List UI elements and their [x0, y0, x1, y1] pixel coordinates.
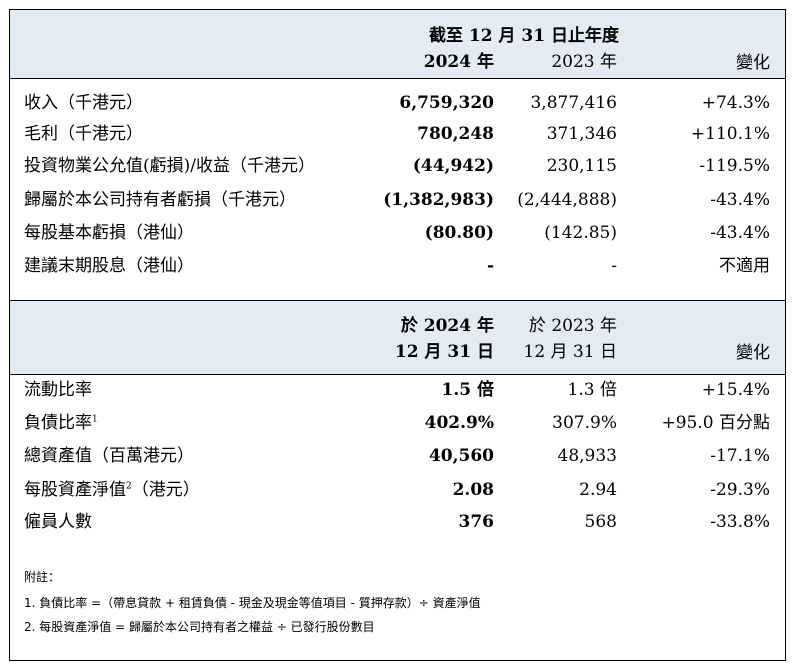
row-label: 毛利（千港元）: [24, 124, 143, 144]
row-label: 每股基本虧損（港仙）: [24, 223, 194, 243]
row-change-value: -33.8%: [710, 512, 770, 532]
footnote-marker: 2: [126, 481, 132, 492]
row-label-text: 負債比率: [24, 413, 92, 433]
section2-col-prior-line2: 12 月 31 日: [523, 342, 617, 362]
row-change-value: -29.3%: [710, 480, 770, 500]
row-label-text: 僱員人數: [24, 512, 92, 532]
row-prior-value: 371,346: [546, 124, 617, 144]
section2-col-current-line2: 12 月 31 日: [394, 342, 494, 362]
row-prior-value: 568: [584, 512, 617, 532]
section1-period-header: 截至 12 月 31 日止年度: [429, 26, 619, 46]
section2-col-change: 變化: [736, 343, 770, 363]
note-item-1: 1. 負債比率 =（帶息貸款 + 租賃負債 - 現金及現金等值項目 - 質押存款…: [24, 596, 481, 610]
section1-header: 截至 12 月 31 日止年度 2024 年 2023 年 變化: [10, 10, 785, 79]
row-change-value: -43.4%: [710, 190, 770, 210]
row-label: 負債比率1: [24, 412, 98, 434]
notes-title: 附註：: [24, 570, 61, 584]
row-prior-value: 307.9%: [552, 413, 617, 433]
section1-col-change: 變化: [736, 53, 770, 73]
row-prior-value: (142.85): [544, 223, 617, 243]
footnote-marker: 1: [92, 414, 98, 425]
row-change-value: 不適用: [719, 256, 770, 276]
row-label-text: 每股資產淨值: [24, 480, 126, 500]
row-prior-value: 2.94: [579, 480, 617, 500]
section1-col-prior: 2023 年: [551, 52, 617, 72]
row-current-value: 2.08: [452, 480, 494, 500]
row-current-value: 402.9%: [424, 413, 494, 433]
row-label-suffix: （港元）: [131, 480, 200, 500]
row-label: 投資物業公允值(虧損)/收益（千港元）: [24, 156, 315, 176]
row-current-value: (1,382,983): [383, 190, 494, 210]
row-label: 每股資產淨值2（港元）: [24, 479, 200, 501]
section2-header: 於 2024 年 12 月 31 日 於 2023 年 12 月 31 日 變化: [10, 300, 785, 375]
row-change-value: -17.1%: [710, 446, 770, 466]
row-prior-value: (2,444,888): [517, 190, 617, 210]
row-label-text: 流動比率: [24, 380, 92, 400]
row-label: 總資產值（百萬港元）: [24, 445, 194, 467]
row-change-value: +74.3%: [701, 93, 770, 113]
row-label: 歸屬於本公司持有者虧損（千港元）: [24, 190, 296, 210]
row-current-value: 1.5 倍: [441, 380, 495, 400]
row-current-value: (44,942): [412, 156, 494, 176]
row-prior-value: 3,877,416: [530, 93, 617, 113]
row-current-value: 6,759,320: [399, 93, 494, 113]
row-current-value: 780,248: [417, 124, 494, 144]
row-label: 收入（千港元）: [24, 93, 143, 113]
row-change-value: +110.1%: [690, 124, 770, 144]
row-current-value: -: [486, 256, 494, 276]
section1-col-current: 2024 年: [423, 52, 494, 72]
row-prior-value: -: [611, 256, 617, 276]
row-prior-value: 230,115: [546, 156, 617, 176]
row-current-value: (80.80): [424, 223, 494, 243]
row-change-value: -119.5%: [699, 156, 770, 176]
row-change-value: -43.4%: [710, 223, 770, 243]
row-prior-value: 48,933: [557, 446, 617, 466]
row-label: 建議末期股息（港仙）: [24, 256, 194, 276]
financial-highlights-table: 截至 12 月 31 日止年度 2024 年 2023 年 變化 收入（千港元）…: [9, 9, 786, 661]
row-current-value: 40,560: [428, 446, 494, 466]
section2-col-current-line1: 於 2024 年: [400, 316, 494, 336]
row-change-value: +15.4%: [701, 380, 770, 400]
note-item-2: 2. 每股資產淨值 = 歸屬於本公司持有者之權益 ÷ 已發行股份數目: [24, 620, 375, 634]
row-change-value: +95.0 百分點: [661, 413, 771, 433]
row-label: 僱員人數: [24, 511, 92, 533]
section2-col-prior-line1: 於 2023 年: [528, 316, 617, 336]
row-current-value: 376: [458, 512, 495, 532]
row-label: 流動比率: [24, 379, 92, 401]
row-label-text: 總資產值（百萬港元）: [24, 446, 194, 466]
row-prior-value: 1.3 倍: [567, 380, 617, 400]
